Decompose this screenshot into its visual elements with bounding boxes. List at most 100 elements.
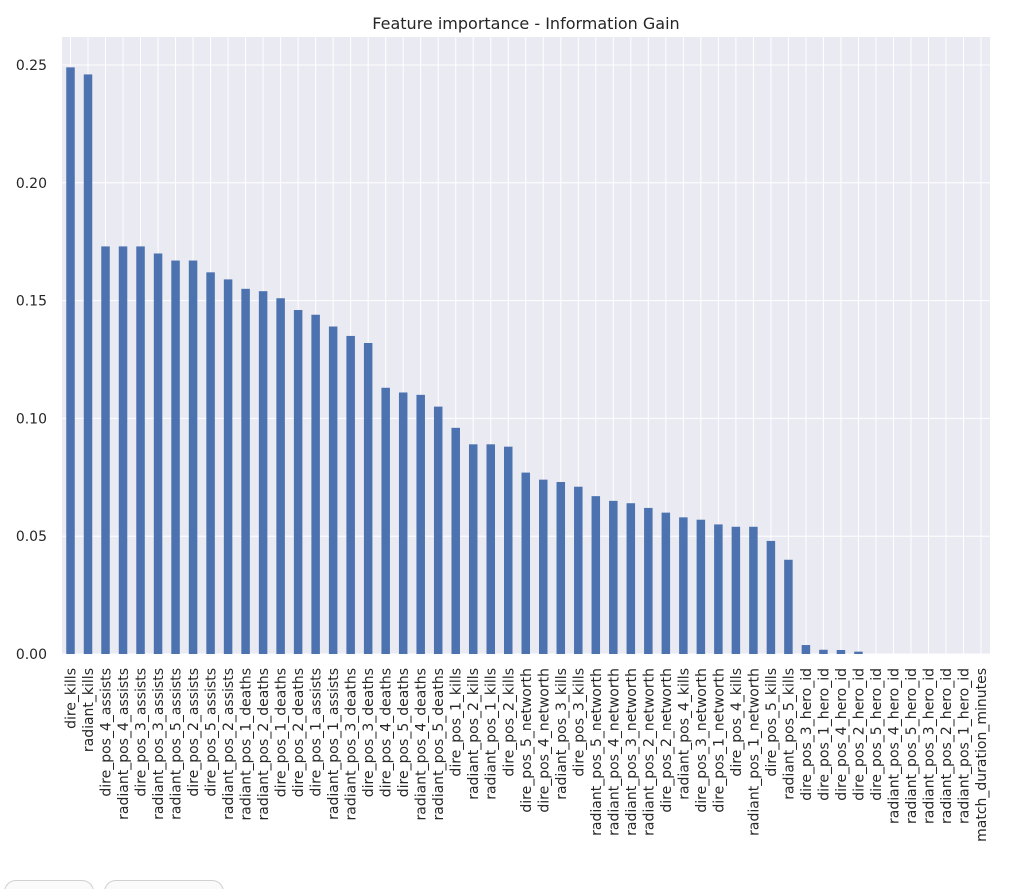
x-tick-label: dire_pos_2_deaths bbox=[291, 668, 307, 797]
bar bbox=[468, 444, 478, 654]
bar bbox=[801, 645, 811, 654]
bar bbox=[66, 67, 75, 654]
bar bbox=[118, 246, 128, 655]
x-tick-label: dire_pos_3_deaths bbox=[361, 668, 377, 797]
x-tick-label: radiant_kills bbox=[81, 668, 97, 752]
y-tick-label: 0.00 bbox=[16, 647, 47, 663]
y-tick-label: 0.05 bbox=[16, 529, 47, 545]
x-tick-label: dire_pos_4_assists bbox=[99, 668, 115, 797]
chart-title: Feature importance - Information Gain bbox=[372, 14, 679, 33]
x-tick-label: dire_kills bbox=[64, 668, 80, 729]
x-tick-label: radiant_pos_1_hero_id bbox=[957, 668, 973, 824]
x-tick-label: dire_pos_5_hero_id bbox=[869, 668, 885, 801]
bar bbox=[398, 392, 408, 654]
bar bbox=[819, 649, 828, 654]
bars bbox=[66, 67, 863, 655]
x-tick-label: radiant_pos_5_deaths bbox=[431, 668, 447, 820]
x-tick-label: radiant_pos_4_deaths bbox=[414, 668, 430, 820]
bar bbox=[206, 272, 215, 654]
bar bbox=[696, 519, 706, 654]
bar bbox=[188, 260, 198, 654]
bar bbox=[609, 500, 618, 654]
bar bbox=[679, 517, 688, 654]
x-tick-label: dire_pos_4_deaths bbox=[379, 668, 395, 797]
bar bbox=[346, 335, 355, 654]
x-tick-label: dire_pos_3_networth bbox=[694, 668, 710, 813]
x-tick-label: radiant_pos_3_kills bbox=[554, 668, 570, 800]
x-tick-label: radiant_pos_5_hero_id bbox=[904, 668, 920, 824]
bar bbox=[504, 446, 513, 654]
bar bbox=[766, 540, 776, 654]
bar bbox=[854, 651, 863, 654]
bar bbox=[153, 253, 163, 655]
y-tick-label: 0.15 bbox=[16, 294, 47, 310]
toolbar-pill-button[interactable] bbox=[4, 880, 94, 889]
x-tick-label: dire_pos_4_kills bbox=[729, 668, 745, 777]
bar bbox=[731, 526, 741, 654]
x-tick-label: dire_pos_5_kills bbox=[764, 668, 780, 777]
x-tick-label: radiant_pos_5_networth bbox=[589, 668, 605, 836]
bottom-toolbar bbox=[0, 878, 1012, 889]
bar bbox=[626, 503, 636, 654]
x-tick-label: dire_pos_2_kills bbox=[501, 668, 517, 777]
bar bbox=[258, 291, 268, 654]
x-tick-label: radiant_pos_4_assists bbox=[116, 668, 132, 820]
x-tick-label: dire_pos_2_networth bbox=[659, 668, 675, 813]
bar bbox=[416, 394, 425, 654]
bar bbox=[381, 387, 390, 654]
x-tick-label: radiant_pos_2_networth bbox=[641, 668, 657, 836]
toolbar-pill-button[interactable] bbox=[104, 880, 224, 889]
x-tick-label: dire_pos_3_hero_id bbox=[799, 668, 815, 801]
x-tick-label: dire_pos_5_assists bbox=[204, 668, 220, 797]
x-tick-label: dire_pos_1_deaths bbox=[274, 668, 290, 797]
x-tick-label: radiant_pos_4_networth bbox=[606, 668, 622, 836]
x-tick-label: radiant_pos_3_hero_id bbox=[921, 668, 937, 824]
x-tick-label: radiant_pos_1_kills bbox=[484, 668, 500, 800]
x-tick-label: dire_pos_1_assists bbox=[309, 668, 325, 797]
x-tick-label: dire_pos_1_kills bbox=[449, 668, 465, 777]
x-tick-label: radiant_pos_5_kills bbox=[781, 668, 797, 800]
bar bbox=[363, 343, 373, 654]
bar bbox=[714, 524, 723, 654]
x-tick-label: dire_pos_5_deaths bbox=[396, 668, 412, 797]
bar bbox=[574, 486, 583, 654]
x-tick-label: dire_pos_1_networth bbox=[711, 668, 727, 813]
x-tick-label: radiant_pos_1_assists bbox=[326, 668, 342, 820]
bar bbox=[223, 279, 233, 654]
bar bbox=[136, 246, 145, 655]
bar bbox=[749, 526, 758, 654]
x-tick-label: dire_pos_3_kills bbox=[571, 668, 587, 777]
bar bbox=[433, 406, 443, 654]
x-tick-label: dire_pos_4_hero_id bbox=[834, 668, 850, 801]
x-tick-label: radiant_pos_2_deaths bbox=[256, 668, 272, 820]
x-tick-label: radiant_pos_1_deaths bbox=[239, 668, 255, 820]
bar bbox=[591, 496, 601, 654]
y-tick-label: 0.10 bbox=[16, 411, 47, 427]
x-tick-label: radiant_pos_4_kills bbox=[676, 668, 692, 800]
x-tick-label: radiant_pos_1_networth bbox=[746, 668, 762, 836]
bar bbox=[328, 326, 338, 654]
bar bbox=[171, 260, 180, 654]
x-tick-label: dire_pos_2_hero_id bbox=[851, 668, 867, 801]
bar bbox=[451, 427, 460, 654]
x-tick-label: dire_pos_5_networth bbox=[519, 668, 535, 813]
bar bbox=[521, 472, 531, 654]
y-tick-labels: 0.00 0.05 0.10 0.15 0.20 0.25 bbox=[16, 58, 47, 663]
x-tick-label: dire_pos_3_assists bbox=[134, 668, 150, 797]
bar bbox=[311, 314, 320, 654]
bar bbox=[241, 288, 250, 654]
x-tick-label: radiant_pos_2_hero_id bbox=[939, 668, 955, 824]
x-tick-label: radiant_pos_5_assists bbox=[169, 668, 185, 820]
x-tick-label: dire_pos_1_hero_id bbox=[816, 668, 832, 801]
x-tick-labels: dire_kills radiant_kills dire_pos_4_assist… bbox=[64, 668, 991, 842]
bar bbox=[836, 649, 846, 654]
y-tick-label: 0.25 bbox=[16, 58, 47, 74]
x-tick-label: radiant_pos_3_assists bbox=[151, 668, 167, 820]
x-tick-label: radiant_pos_2_assists bbox=[221, 668, 237, 820]
bar bbox=[784, 559, 793, 654]
x-tick-label: radiant_pos_2_kills bbox=[466, 668, 482, 800]
bar bbox=[83, 74, 93, 654]
bar bbox=[101, 246, 110, 655]
